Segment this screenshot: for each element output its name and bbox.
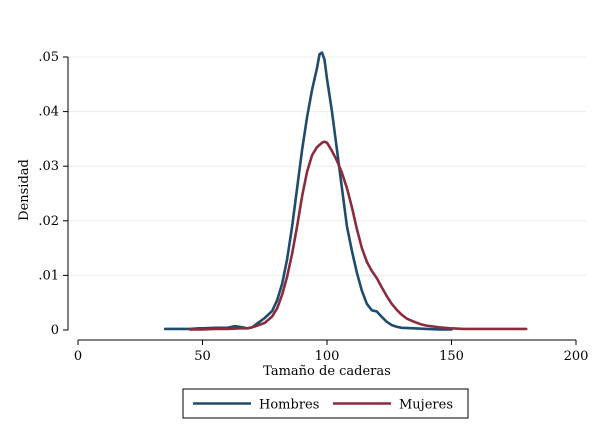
y-tick-label: .03: [38, 159, 59, 174]
x-tick-label: 50: [194, 349, 211, 364]
y-tick-label: .02: [38, 214, 59, 229]
legend-label-hombres: Hombres: [259, 398, 319, 413]
x-tick-label: 0: [74, 349, 82, 364]
y-tick-label: .01: [38, 268, 59, 283]
gridlines: [68, 56, 586, 276]
legend-label-mujeres: Mujeres: [399, 398, 453, 413]
x-axis-label: Tamaño de caderas: [263, 364, 391, 379]
series-lines: [163, 51, 528, 331]
y-tick-label: .04: [38, 105, 59, 120]
legend: Hombres Mujeres: [182, 388, 469, 419]
y-axis-label: Densidad: [17, 159, 32, 221]
x-tick-label: 200: [564, 349, 589, 364]
y-tick-label: .05: [38, 50, 59, 65]
series-line-mujeres: [188, 140, 528, 331]
x-tick-label: 150: [439, 349, 464, 364]
y-tick-label: 0: [51, 323, 59, 338]
x-tick-label: 100: [315, 349, 340, 364]
series-line-hombres: [163, 51, 453, 331]
axes: 0 .01 .02 .03 .04 .05 0 50 100 150 200: [38, 50, 588, 364]
